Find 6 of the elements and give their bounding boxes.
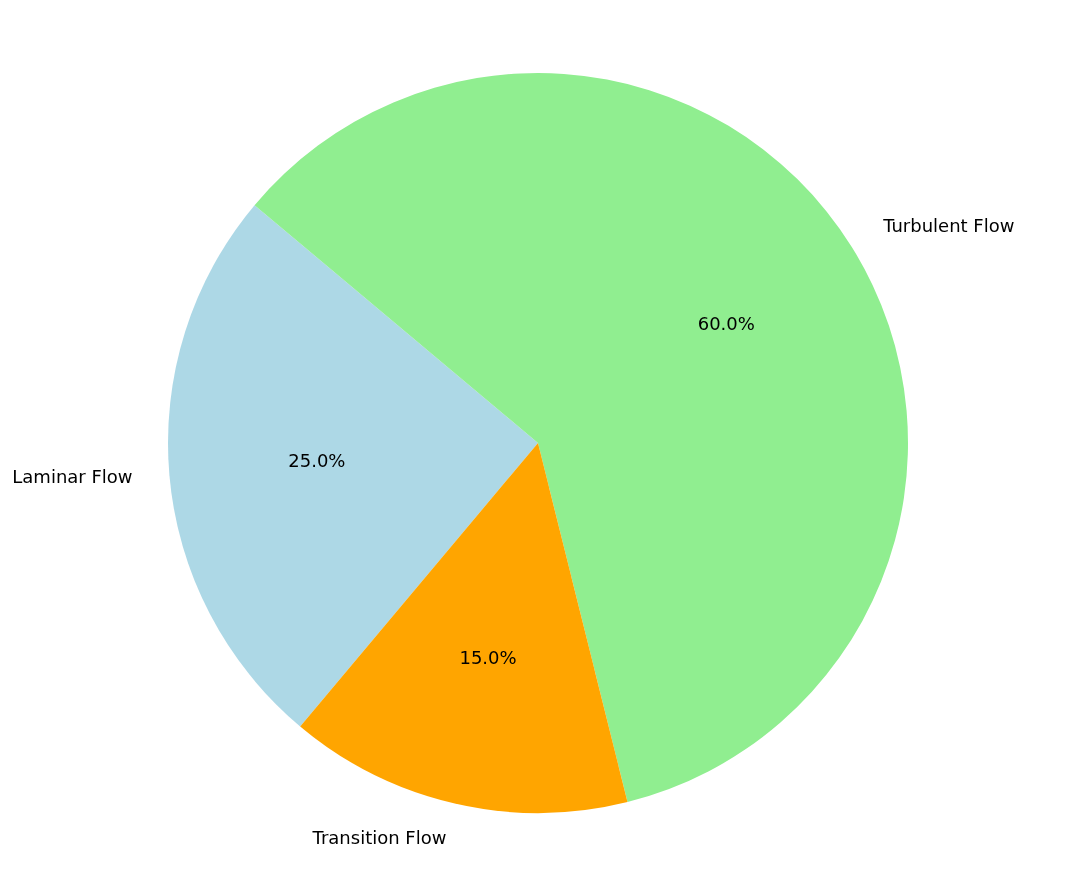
slice-label: Turbulent Flow <box>882 214 1015 236</box>
slice-label: Laminar Flow <box>12 466 133 488</box>
data-label: 15.0% <box>459 646 517 668</box>
slice-label: Transition Flow <box>311 827 447 849</box>
data-label: 60.0% <box>697 313 755 335</box>
data-label: 25.0% <box>288 450 346 472</box>
